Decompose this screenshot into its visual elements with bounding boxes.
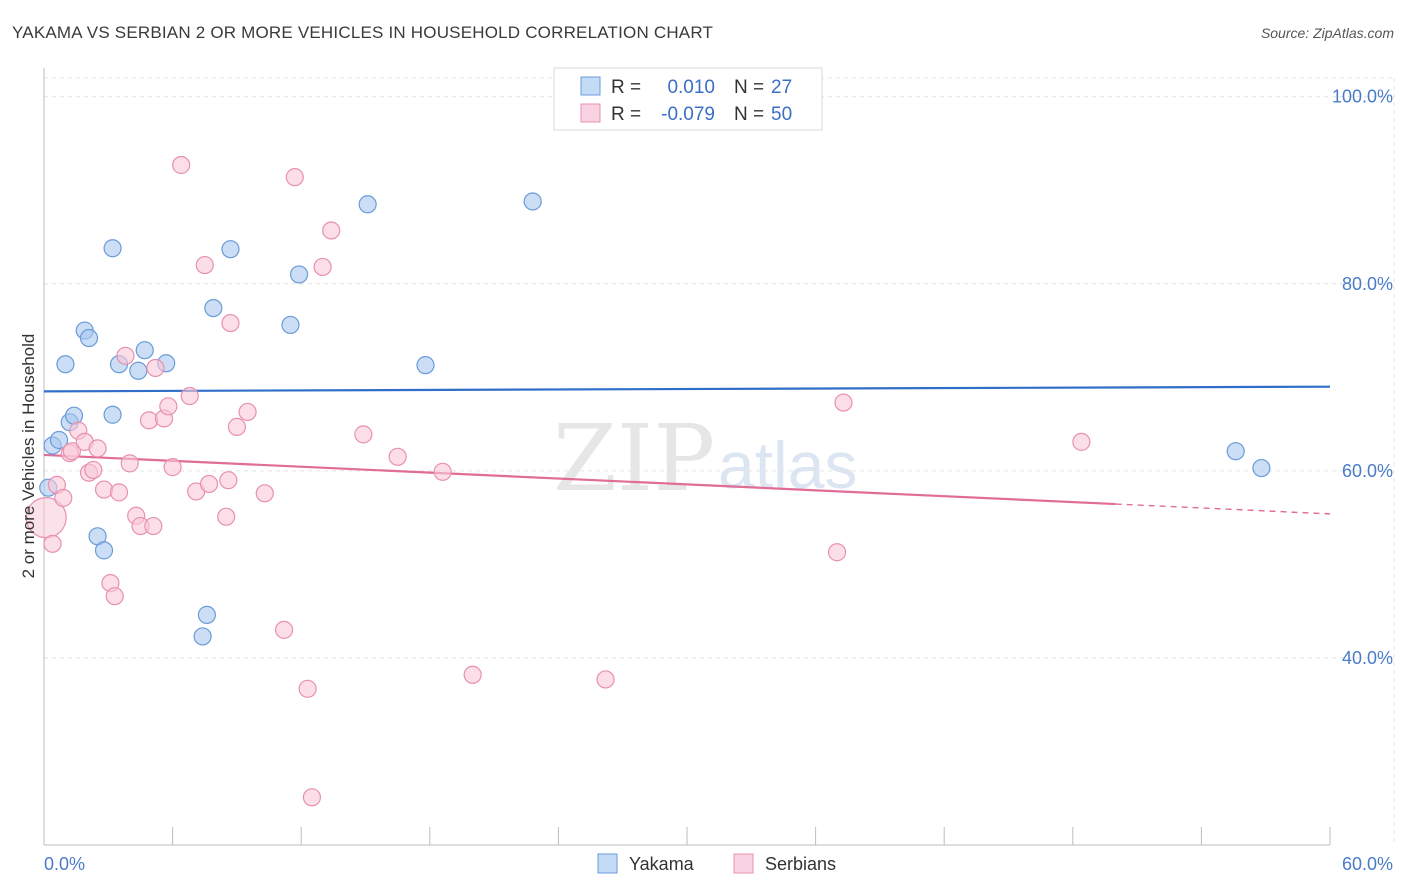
point-yakama (49, 430, 69, 450)
y-tick-label: 60.0% (1342, 461, 1393, 481)
point-serbians (302, 788, 322, 807)
point-yakama (204, 299, 223, 318)
point-serbians (180, 386, 199, 406)
point-serbians (274, 620, 294, 639)
legend-n-label-yakama: N = (734, 77, 764, 98)
point-yakama (79, 328, 99, 348)
point-serbians (172, 155, 191, 175)
point-serbians (298, 679, 317, 698)
y-tick-label: 80.0% (1342, 274, 1393, 294)
data-points (25, 155, 1271, 807)
chart-source: Source: ZipAtlas.com (1261, 25, 1394, 41)
point-serbians (139, 411, 159, 430)
point-serbians (109, 483, 129, 502)
point-serbians (199, 474, 219, 494)
tick-labels: 100.0% 80.0% 60.0% 40.0% 0.0% 60.0% (44, 87, 1393, 874)
point-yakama (289, 265, 309, 284)
trend-line-serbians (43, 453, 1116, 506)
point-yakama (281, 315, 300, 335)
point-yakama (1252, 458, 1271, 478)
watermark-zip: ZIP (553, 405, 715, 512)
point-serbians (105, 587, 124, 606)
point-serbians (221, 313, 240, 333)
chart-title: YAKAMA VS SERBIAN 2 OR MORE VEHICLES IN … (12, 23, 713, 42)
watermark: ZIP atlas (553, 405, 857, 512)
point-serbians (834, 393, 853, 412)
trend-line-yakama (43, 385, 1331, 393)
point-serbians (43, 534, 62, 553)
point-serbians (433, 462, 452, 481)
point-serbians (146, 358, 165, 378)
point-serbians (94, 480, 114, 499)
legend-box: R = 0.010 N = 27 R = -0.079 N = 50 (553, 67, 823, 131)
axes (43, 68, 1331, 846)
legend-swatch-yakama (580, 76, 601, 96)
point-serbians (144, 516, 163, 536)
point-yakama (56, 355, 75, 374)
point-serbians (596, 670, 615, 689)
trend-line-dashed-serbians (1115, 503, 1331, 515)
x-tick-label: 0.0% (44, 854, 85, 874)
y-tick-label: 100.0% (1332, 87, 1393, 107)
point-serbians (463, 665, 482, 684)
point-yakama (523, 192, 542, 211)
point-yakama (193, 627, 212, 646)
x-tick-label: 60.0% (1342, 854, 1393, 874)
point-serbians (827, 543, 847, 562)
point-serbians (322, 221, 341, 240)
point-yakama (103, 239, 122, 258)
point-serbians (163, 458, 182, 477)
legend-swatch-serbians (580, 103, 601, 123)
point-yakama (64, 406, 84, 425)
legend-n-value-serbians: 50 (771, 104, 792, 125)
point-yakama (221, 240, 240, 259)
legend-n-label-serbians: N = (734, 104, 764, 125)
legend-n-value-yakama: 27 (771, 77, 792, 98)
bottom-legend-label-serbians: Serbians (765, 854, 836, 874)
point-yakama (94, 541, 114, 560)
point-serbians (116, 346, 135, 365)
point-serbians (195, 255, 214, 275)
point-serbians (219, 471, 238, 490)
point-yakama (416, 356, 435, 375)
point-yakama (103, 405, 122, 424)
point-serbians (120, 454, 139, 473)
point-serbians (54, 488, 73, 508)
point-yakama (129, 361, 148, 380)
bottom-legend-label-yakama: Yakama (629, 854, 695, 874)
legend-r-label-serbians: R = (611, 104, 641, 125)
point-serbians (255, 484, 274, 503)
legend-r-value-yakama: 0.010 (667, 77, 715, 98)
y-axis-title: 2 or more Vehicles in Household (19, 334, 38, 579)
legend-r-label-yakama: R = (611, 77, 641, 98)
point-serbians (217, 507, 236, 526)
bottom-legend-swatch-serbians (733, 853, 754, 874)
point-yakama (1226, 442, 1245, 461)
point-serbians (238, 402, 257, 422)
point-serbians (285, 168, 304, 187)
point-yakama (358, 195, 377, 214)
point-serbians (159, 397, 178, 416)
point-serbians (88, 439, 107, 458)
point-serbians (62, 442, 81, 461)
point-serbians (84, 460, 103, 480)
point-serbians (354, 425, 373, 444)
y-tick-label: 40.0% (1342, 648, 1393, 668)
point-serbians (388, 447, 407, 466)
trend-lines (43, 385, 1331, 515)
bottom-legend: Yakama Serbians (597, 853, 836, 874)
bottom-legend-swatch-yakama (597, 853, 618, 874)
point-serbians (1072, 432, 1091, 451)
point-yakama (135, 341, 154, 360)
point-yakama (197, 605, 216, 625)
point-serbians (313, 257, 332, 277)
point-serbians (227, 417, 246, 436)
legend-r-value-serbians: -0.079 (661, 104, 715, 125)
